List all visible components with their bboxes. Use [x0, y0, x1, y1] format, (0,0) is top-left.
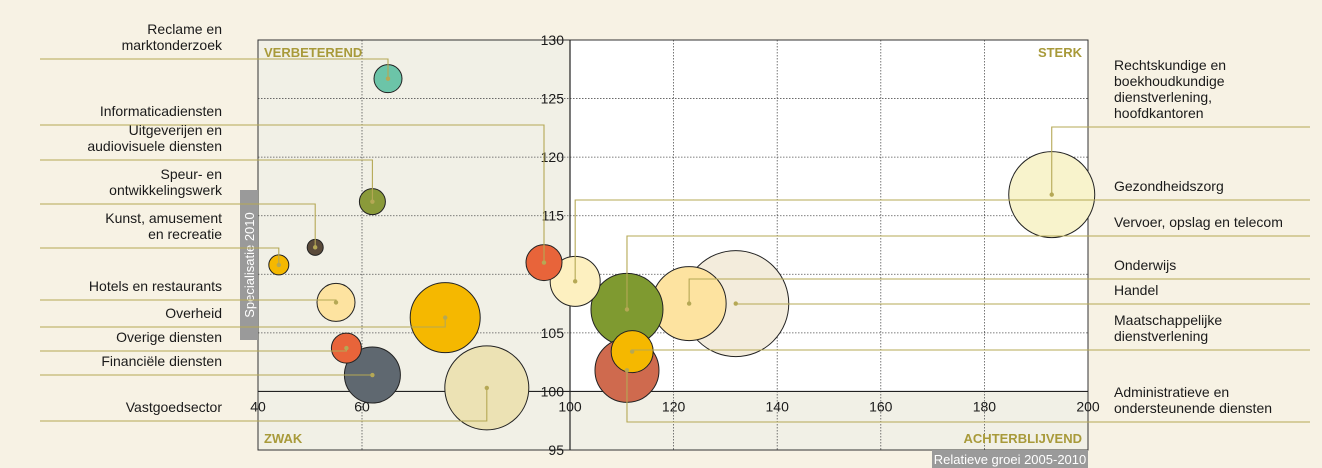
- leader-line: [40, 159, 373, 202]
- x-axis-title-bg: [932, 450, 1088, 468]
- y-axis-title-bg: [240, 190, 258, 340]
- y-tick-label: 130: [541, 32, 565, 48]
- label-left: Hotels en restaurants: [89, 278, 222, 294]
- label-right: boekhoudkundige: [1114, 73, 1225, 89]
- label-right: Rechtskundige en: [1114, 57, 1226, 73]
- label-right: Onderwijs: [1114, 257, 1176, 273]
- quadrant-label-top-left: VERBETEREND: [264, 45, 362, 60]
- label-right: Administratieve en: [1114, 384, 1229, 400]
- leader-line: [626, 370, 1310, 423]
- y-axis-title-group: Specialisatie 2010: [240, 190, 258, 340]
- leader-line: [626, 235, 1310, 310]
- y-tick-label: 115: [542, 208, 565, 224]
- label-left: en recreatie: [148, 226, 222, 242]
- label-right: dienstverlening: [1114, 328, 1208, 344]
- leader-line: [40, 387, 488, 422]
- leader-dot: [572, 279, 578, 284]
- leader-line: [40, 124, 545, 263]
- leader-dot: [370, 199, 375, 204]
- label-right: Vervoer, opslag en telecom: [1114, 214, 1283, 230]
- x-tick-label: 160: [869, 398, 893, 414]
- y-tick-label: 105: [541, 325, 565, 341]
- leader-dot: [484, 385, 489, 391]
- y-tick-label: 120: [541, 149, 565, 165]
- leader-line: [1051, 126, 1310, 195]
- label-left: marktonderzoek: [122, 37, 223, 53]
- leader-dot: [344, 345, 349, 351]
- leader-dot: [541, 260, 547, 265]
- y-tick-label: 125: [541, 91, 565, 107]
- y-tick-label: 100: [541, 383, 565, 399]
- label-left: Kunst, amusement: [105, 210, 222, 226]
- quadrant-label-bottom-left: ZWAK: [264, 431, 303, 446]
- leader-dot: [1049, 192, 1054, 197]
- x-tick-label: 180: [973, 398, 997, 414]
- leader-dot: [629, 349, 635, 354]
- label-right: dienstverlening,: [1114, 89, 1212, 105]
- x-tick-label: 100: [558, 398, 582, 414]
- x-axis-title: Relatieve groei 2005-2010: [934, 452, 1087, 467]
- leader-line: [40, 247, 280, 265]
- x-tick-label: 200: [1076, 398, 1100, 414]
- leader-dot: [624, 368, 630, 373]
- label-left: audiovisuele diensten: [87, 138, 222, 154]
- label-right: Handel: [1114, 282, 1158, 298]
- leader-dot: [686, 301, 692, 306]
- leader-dot: [443, 315, 448, 320]
- leader-dot: [370, 372, 375, 378]
- leader-dot: [385, 76, 391, 81]
- leader-line: [40, 203, 316, 248]
- label-right: Gezondheidszorg: [1114, 178, 1224, 194]
- leader-dot: [333, 300, 339, 305]
- shaded-region-bottom-right: [570, 391, 1088, 450]
- leader-line: [574, 199, 1310, 282]
- leader-line: [688, 278, 1310, 304]
- label-left: Reclame en: [147, 21, 222, 37]
- leader-dot: [624, 307, 630, 312]
- leader-line: [40, 58, 389, 79]
- leader-line: [40, 317, 446, 328]
- label-left: Informaticadiensten: [100, 103, 222, 119]
- y-tick-label: 95: [548, 442, 564, 458]
- label-left: ontwikkelingswerk: [109, 182, 223, 198]
- label-left: Vastgoedsector: [126, 399, 223, 415]
- label-left: Uitgeverijen en: [129, 122, 222, 138]
- quadrant-label-bottom-right: ACHTERBLIJVEND: [964, 431, 1082, 446]
- label-left: Overige diensten: [116, 329, 222, 345]
- leader-dot: [733, 301, 738, 306]
- label-right: ondersteunende diensten: [1114, 400, 1272, 416]
- x-tick-label: 120: [662, 398, 686, 414]
- leader-dot: [276, 262, 281, 268]
- leader-dot: [313, 245, 318, 250]
- label-left: Overheid: [165, 305, 222, 321]
- quadrant-label-top-right: STERK: [1038, 45, 1083, 60]
- y-axis-title: Specialisatie 2010: [242, 212, 257, 318]
- label-left: Financiële diensten: [101, 353, 222, 369]
- x-tick-label: 140: [766, 398, 790, 414]
- label-right: hoofdkantoren: [1114, 105, 1204, 121]
- x-tick-label: 40: [250, 398, 266, 414]
- label-left: Speur- en: [161, 166, 222, 182]
- label-right: Maatschappelijke: [1114, 312, 1222, 328]
